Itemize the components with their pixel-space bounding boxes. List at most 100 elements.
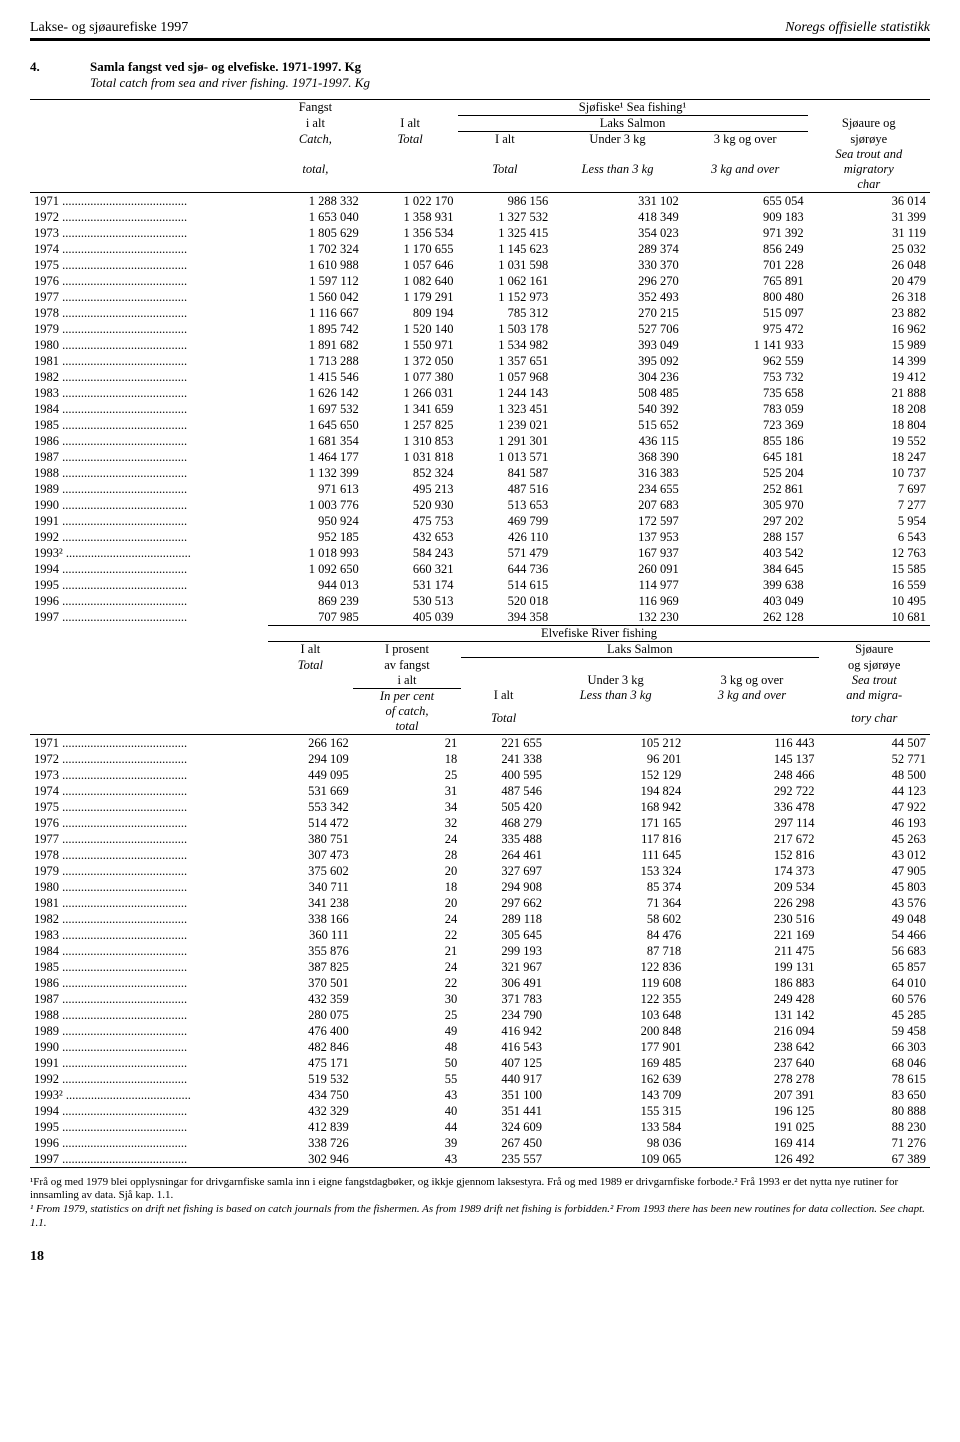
data-cell: 375 602 (268, 863, 353, 879)
data-cell: 1 323 451 (458, 401, 553, 417)
data-cell: 1 327 532 (458, 209, 553, 225)
data-cell: 1 805 629 (268, 225, 363, 241)
data-cell: 1 358 931 (363, 209, 458, 225)
table-row: 1980340 71118294 90885 374209 53445 803 (30, 879, 930, 895)
data-cell: 655 054 (683, 193, 808, 210)
data-cell: 393 049 (552, 337, 683, 353)
data-cell: 418 349 (552, 209, 683, 225)
table-row: 1993²1 018 993584 243571 479167 937403 5… (30, 545, 930, 561)
page-number: 18 (30, 1249, 930, 1265)
data-cell: 196 125 (685, 1103, 818, 1119)
data-cell: 7 697 (808, 481, 930, 497)
data-cell: 36 014 (808, 193, 930, 210)
hr-total: Total (268, 658, 353, 673)
data-cell: 1 141 933 (683, 337, 808, 353)
table-row: 1990482 84648416 543177 901238 64266 303 (30, 1039, 930, 1055)
data-cell: 1 031 598 (458, 257, 553, 273)
data-cell: 495 213 (363, 481, 458, 497)
data-cell: 119 608 (546, 975, 685, 991)
data-cell: 416 543 (461, 1039, 546, 1055)
data-cell: 6 543 (808, 529, 930, 545)
data-cell: 962 559 (683, 353, 808, 369)
year-cell: 1996 (30, 593, 268, 609)
table-row: 1997302 94643235 557109 065126 49267 389 (30, 1151, 930, 1167)
year-cell: 1971 (30, 734, 268, 751)
table-row: 19821 415 5461 077 3801 057 968304 23675… (30, 369, 930, 385)
sea-table-head: Fangst Sjøfiske¹ Sea fishing¹ i alt I al… (30, 100, 930, 193)
data-cell: 327 697 (461, 863, 546, 879)
data-cell: 80 888 (819, 1103, 931, 1119)
data-cell: 234 790 (461, 1007, 546, 1023)
data-cell: 950 924 (268, 513, 363, 529)
data-cell: 1 082 640 (363, 273, 458, 289)
year-cell: 1988 (30, 465, 268, 481)
data-cell: 765 891 (683, 273, 808, 289)
data-cell: 426 110 (458, 529, 553, 545)
data-cell: 944 013 (268, 577, 363, 593)
data-cell: 306 491 (461, 975, 546, 991)
table-row: 19741 702 3241 170 6551 145 623289 37485… (30, 241, 930, 257)
river-table-head: Elvefiske River fishing I alt I prosent … (30, 626, 930, 735)
data-cell: 531 174 (363, 577, 458, 593)
data-cell: 800 480 (683, 289, 808, 305)
data-cell: 241 338 (461, 751, 546, 767)
data-cell: 1 057 646 (363, 257, 458, 273)
data-cell: 324 609 (461, 1119, 546, 1135)
data-cell: 336 478 (685, 799, 818, 815)
table-row: 19811 713 2881 372 0501 357 651395 09296… (30, 353, 930, 369)
data-cell: 31 (353, 783, 461, 799)
data-cell: 216 094 (685, 1023, 818, 1039)
year-cell: 1983 (30, 927, 268, 943)
data-cell: 111 645 (546, 847, 685, 863)
data-cell: 395 092 (552, 353, 683, 369)
data-cell: 288 157 (683, 529, 808, 545)
data-cell: 723 369 (683, 417, 808, 433)
year-cell: 1982 (30, 369, 268, 385)
year-cell: 1997 (30, 1151, 268, 1167)
data-cell: 209 534 (685, 879, 818, 895)
data-cell: 34 (353, 799, 461, 815)
data-cell: 302 946 (268, 1151, 353, 1167)
data-cell: 43 576 (819, 895, 931, 911)
data-cell: 1 310 853 (363, 433, 458, 449)
year-cell: 1983 (30, 385, 268, 401)
data-cell: 520 018 (458, 593, 553, 609)
data-cell: 194 824 (546, 783, 685, 799)
data-cell: 87 718 (546, 943, 685, 959)
data-cell: 701 228 (683, 257, 808, 273)
data-cell: 527 706 (552, 321, 683, 337)
year-cell: 1987 (30, 991, 268, 1007)
table-row: 1983360 11122305 64584 476221 16954 466 (30, 927, 930, 943)
data-cell: 340 711 (268, 879, 353, 895)
data-cell: 753 732 (683, 369, 808, 385)
data-cell: 520 930 (363, 497, 458, 513)
year-cell: 1975 (30, 257, 268, 273)
data-cell: 230 516 (685, 911, 818, 927)
year-cell: 1977 (30, 289, 268, 305)
data-cell: 122 355 (546, 991, 685, 1007)
data-cell: 44 (353, 1119, 461, 1135)
hr-trouten: Sea trout (819, 673, 931, 689)
data-cell: 24 (353, 911, 461, 927)
year-cell: 1995 (30, 1119, 268, 1135)
header-right: Noregs offisielle statistikk (785, 20, 930, 36)
table-row: 19831 626 1421 266 0311 244 143508 48573… (30, 385, 930, 401)
data-cell: 971 392 (683, 225, 808, 241)
data-cell: 137 953 (552, 529, 683, 545)
data-cell: 168 942 (546, 799, 685, 815)
year-cell: 1978 (30, 847, 268, 863)
data-cell: 644 736 (458, 561, 553, 577)
data-cell: 1 152 973 (458, 289, 553, 305)
year-cell: 1990 (30, 1039, 268, 1055)
table-row: 1996869 239530 513520 018116 969403 0491… (30, 593, 930, 609)
data-cell: 15 585 (808, 561, 930, 577)
table-row: 1971266 16221221 655105 212116 44344 507 (30, 734, 930, 751)
data-cell: 531 669 (268, 783, 353, 799)
data-cell: 1 031 818 (363, 449, 458, 465)
data-cell: 31 399 (808, 209, 930, 225)
data-cell: 207 391 (685, 1087, 818, 1103)
year-cell: 1980 (30, 337, 268, 353)
year-cell: 1990 (30, 497, 268, 513)
year-cell: 1976 (30, 815, 268, 831)
data-cell: 553 342 (268, 799, 353, 815)
